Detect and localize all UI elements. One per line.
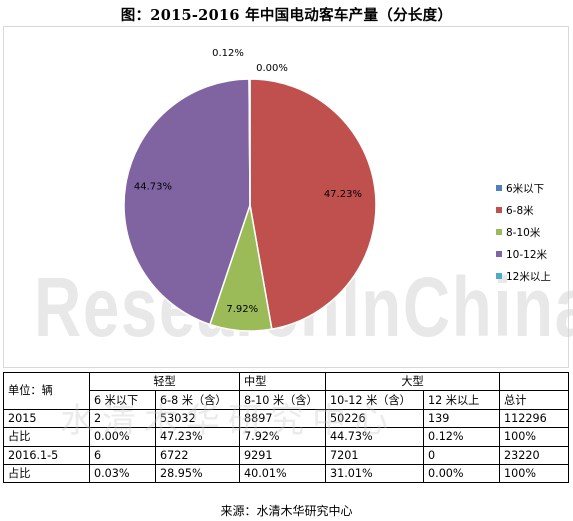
table-row: 2016.1-5 6 6722 9291 7201 0 23220 — [3, 445, 570, 465]
legend: 6米以下 6-8米 8-10米 10-12米 12米以上 — [496, 177, 551, 287]
table-cell: 2 — [89, 408, 156, 429]
chart-title: 图：2015-2016 年中国电动客车产量（分长度） — [120, 7, 453, 24]
legend-swatch — [496, 185, 502, 191]
table-cell: 139 — [423, 408, 501, 429]
pie-slice — [249, 78, 377, 330]
unit-label: 单位：辆 — [3, 372, 90, 410]
group-medium: 中型 — [239, 371, 327, 392]
table-cell: 9291 — [239, 445, 327, 465]
table-cell: 100% — [499, 427, 570, 447]
data-table: 单位：辆 轻型 中型 大型 6 米以下 6-8 米（含） 8-10 米（含） 1… — [3, 371, 570, 484]
legend-label: 6-8米 — [506, 204, 534, 217]
legend-label: 8-10米 — [506, 226, 541, 239]
legend-label: 6米以下 — [506, 182, 545, 195]
legend-swatch — [496, 273, 502, 279]
table-cell: 7.92% — [239, 427, 327, 447]
legend-item: 10-12米 — [496, 243, 551, 265]
data-label: 47.23% — [324, 189, 362, 200]
pie-chart: 0.00% 47.23% 7.92% 44.73% 0.12% — [123, 48, 377, 332]
table-cell: 占比 — [3, 427, 90, 447]
data-label: 44.73% — [134, 182, 172, 193]
table-cell: 44.73% — [325, 427, 425, 447]
table-cell: 23220 — [499, 445, 570, 465]
chart-area: ResearchInChina 0.00%47.23%7.92%44.73%0.… — [3, 26, 573, 368]
group-blank — [499, 371, 570, 392]
table-cell: 6 — [89, 445, 156, 465]
col-header: 6-8 米（含） — [154, 390, 241, 410]
table-row: 占比 0.00% 47.23% 7.92% 44.73% 0.12% 100% — [3, 427, 570, 447]
table-cell: 2016.1-5 — [3, 445, 90, 465]
data-label: 0.00% — [256, 63, 288, 74]
table-cell: 8897 — [239, 408, 327, 429]
table-cell: 47.23% — [154, 427, 241, 447]
table-cell: 6722 — [154, 445, 241, 465]
group-large: 大型 — [325, 371, 501, 392]
group-light: 轻型 — [88, 371, 241, 392]
table-cell: 0 — [423, 445, 501, 465]
table-cell: 0.12% — [423, 427, 501, 447]
table-header-row: 单位：辆 轻型 中型 大型 — [3, 371, 570, 410]
table-cell: 0.00% — [89, 427, 156, 447]
table-cell: 0.03% — [89, 463, 156, 484]
table-row: 2015 2 53032 8897 50226 139 112296 — [3, 408, 570, 429]
data-label: 0.12% — [212, 48, 244, 59]
col-header: 总计 — [499, 390, 570, 410]
table-cell: 占比 — [3, 463, 90, 484]
source-note: 来源：水清木华研究中心 — [220, 504, 353, 518]
table-cell: 28.95% — [154, 463, 241, 484]
col-header: 12 米以上 — [423, 390, 501, 410]
table-cell: 31.01% — [325, 463, 425, 484]
table-cell: 7201 — [325, 445, 425, 465]
pie-slice — [123, 78, 251, 326]
table-subheader-row: 6 米以下 6-8 米（含） 8-10 米（含） 10-12 米（含） 12 米… — [4, 390, 570, 410]
data-label: 7.92% — [226, 304, 258, 315]
table-cell: 53032 — [154, 408, 241, 429]
col-header: 8-10 米（含） — [239, 390, 327, 410]
legend-item: 6-8米 — [496, 199, 551, 221]
legend-item: 12米以上 — [496, 265, 551, 287]
pie-slice — [248, 78, 251, 206]
table-cell: 50226 — [325, 408, 425, 429]
table-cell: 40.01% — [239, 463, 327, 484]
legend-item: 6米以下 — [496, 177, 551, 199]
legend-item: 8-10米 — [496, 221, 551, 243]
table-cell: 100% — [499, 463, 570, 484]
legend-swatch — [496, 229, 502, 235]
table-cell: 0.00% — [423, 463, 501, 484]
legend-label: 12米以上 — [506, 270, 551, 283]
legend-label: 10-12米 — [506, 248, 548, 261]
col-header: 6 米以下 — [89, 390, 156, 410]
table-cell: 112296 — [499, 408, 570, 429]
table-row: 占比 0.03% 28.95% 40.01% 31.01% 0.00% 100% — [3, 463, 570, 484]
legend-swatch — [496, 251, 502, 257]
table-cell: 2015 — [3, 408, 90, 429]
legend-swatch — [496, 207, 502, 213]
col-header: 10-12 米（含） — [325, 390, 425, 410]
